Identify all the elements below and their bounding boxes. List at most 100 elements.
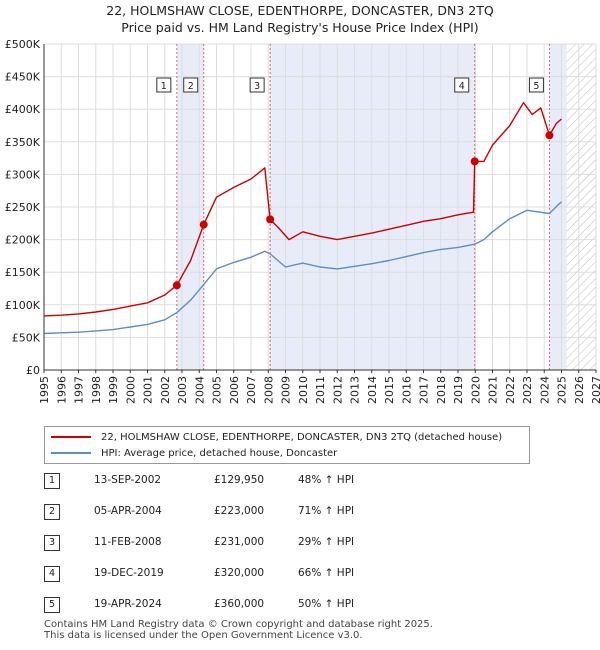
x-tick-label: 2003: [176, 376, 189, 404]
sale-number-box: [183, 77, 199, 93]
table-row: 1 13-SEP-2002 £129,950 48% ↑ HPI: [44, 472, 444, 490]
sale-price: £360,000: [214, 598, 265, 610]
title-line-1: 22, HOLMSHAW CLOSE, EDENTHORPE, DONCASTE…: [106, 3, 494, 18]
x-tick-label: 2013: [349, 376, 362, 404]
x-tick-label: 2017: [418, 376, 431, 404]
hpi-line: [43, 201, 562, 335]
sale-number-badge: 4: [44, 566, 60, 582]
sale-number-box: [249, 77, 265, 93]
y-tick-label: £100K: [5, 299, 41, 312]
legend-swatch-hpi: [51, 452, 91, 454]
chart-title: 22, HOLMSHAW CLOSE, EDENTHORPE, DONCASTE…: [0, 2, 600, 36]
x-tick-label: 2018: [435, 376, 448, 404]
sale-price: £129,950: [214, 474, 265, 486]
x-tick-label: 2023: [521, 376, 534, 404]
y-tick-label: £0: [26, 364, 40, 377]
y-tick-label: £200K: [5, 234, 41, 247]
sale-price: £231,000: [214, 536, 265, 548]
sale-hpi-diff: 71% ↑ HPI: [298, 505, 355, 517]
x-tick-label: 2010: [297, 376, 310, 404]
x-tick-label: 2001: [142, 376, 155, 404]
sale-hpi-diff: 50% ↑ HPI: [298, 598, 355, 610]
x-tick-label: 2024: [538, 376, 551, 404]
legend-label-property: 22, HOLMSHAW CLOSE, EDENTHORPE, DONCASTE…: [101, 431, 503, 443]
legend-item-property: 22, HOLMSHAW CLOSE, EDENTHORPE, DONCASTE…: [51, 430, 502, 444]
sale-number-badge: 3: [44, 535, 60, 551]
x-tick-label: 2014: [366, 376, 379, 404]
sale-number-badge: 5: [44, 597, 60, 613]
sale-number-label: 1: [161, 81, 167, 92]
sale-number-box: [156, 77, 172, 93]
sale-number-box: [528, 77, 544, 93]
y-tick-label: £50K: [12, 331, 41, 344]
x-tick-label: 2000: [124, 376, 137, 404]
x-tick-label: 2007: [245, 376, 258, 404]
x-tick-label: 2020: [469, 376, 482, 404]
legend-label-hpi: HPI: Average price, detached house, Donc…: [101, 447, 338, 459]
sale-hpi-diff: 66% ↑ HPI: [298, 567, 355, 579]
x-tick-label: 2025: [556, 376, 569, 404]
table-row: 5 19-APR-2024 £360,000 50% ↑ HPI: [44, 596, 444, 614]
x-tick-label: 2006: [228, 376, 241, 404]
footer-copyright: Contains HM Land Registry data © Crown c…: [44, 619, 433, 630]
y-tick-label: £400K: [5, 103, 41, 116]
property-price-line: [43, 101, 562, 317]
title-line-2: Price paid vs. HM Land Registry's House …: [121, 20, 479, 35]
legend-item-hpi: HPI: Average price, detached house, Donc…: [51, 446, 337, 460]
sale-number-label: 3: [254, 81, 260, 92]
sale-hpi-diff: 48% ↑ HPI: [298, 474, 355, 486]
sale-date: 19-APR-2024: [94, 598, 162, 610]
sale-number-badge: 1: [44, 473, 60, 489]
x-tick-label: 2011: [314, 376, 327, 404]
sale-date: 11-FEB-2008: [94, 536, 162, 548]
x-tick-label: 2026: [573, 376, 586, 404]
sale-number-box: [454, 77, 470, 93]
x-tick-label: 2015: [383, 376, 396, 404]
y-tick-label: £300K: [5, 168, 41, 181]
footer: Contains HM Land Registry data © Crown c…: [44, 619, 433, 641]
x-tick-label: 2021: [487, 376, 500, 404]
x-tick-label: 2009: [280, 376, 293, 404]
sale-date: 19-DEC-2019: [94, 567, 164, 579]
sale-number-label: 2: [188, 81, 194, 92]
footer-licence: This data is licensed under the Open Gov…: [44, 630, 363, 641]
x-tick-label: 2012: [331, 376, 344, 404]
sale-number-label: 5: [533, 81, 539, 92]
y-tick-label: £500K: [5, 38, 41, 51]
x-tick-label: 1998: [90, 376, 103, 404]
sale-price: £320,000: [214, 567, 265, 579]
table-row: 3 11-FEB-2008 £231,000 29% ↑ HPI: [44, 534, 444, 552]
sale-price: £223,000: [214, 505, 265, 517]
table-row: 4 19-DEC-2019 £320,000 66% ↑ HPI: [44, 565, 444, 583]
legend-swatch-property: [51, 436, 91, 438]
x-tick-label: 1996: [55, 376, 68, 404]
x-tick-label: 1995: [38, 376, 51, 404]
x-tick-label: 2008: [262, 376, 275, 404]
sale-point: [545, 131, 554, 140]
x-tick-label: 2002: [159, 376, 172, 404]
x-tick-label: 2019: [452, 376, 465, 404]
y-tick-label: £450K: [5, 71, 41, 84]
sale-point: [266, 215, 275, 224]
sale-date: 13-SEP-2002: [94, 474, 162, 486]
legend: 22, HOLMSHAW CLOSE, EDENTHORPE, DONCASTE…: [44, 426, 530, 464]
y-tick-label: £150K: [5, 266, 41, 279]
table-row: 2 05-APR-2004 £223,000 71% ↑ HPI: [44, 503, 444, 521]
sale-point: [470, 157, 479, 166]
price-chart: 1 2 3 4 5 £0 £50K £100K £150K £200K £250K £300K £350…: [5, 38, 600, 404]
x-tick-label: 2022: [504, 376, 517, 404]
sale-point: [172, 281, 181, 290]
x-tick-label: 2027: [590, 376, 600, 404]
x-tick-label: 2005: [211, 376, 224, 404]
sale-hpi-diff: 29% ↑ HPI: [298, 536, 355, 548]
y-tick-label: £250K: [5, 201, 41, 214]
x-tick-label: 1997: [73, 376, 86, 404]
x-tick-label: 2016: [400, 376, 413, 404]
sale-date: 05-APR-2004: [94, 505, 162, 517]
x-tick-label: 1999: [107, 376, 120, 404]
sale-number-label: 4: [459, 81, 465, 92]
y-tick-label: £350K: [5, 136, 41, 149]
x-tick-label: 2004: [193, 376, 206, 404]
sale-point: [199, 220, 208, 229]
sale-number-badge: 2: [44, 504, 60, 520]
